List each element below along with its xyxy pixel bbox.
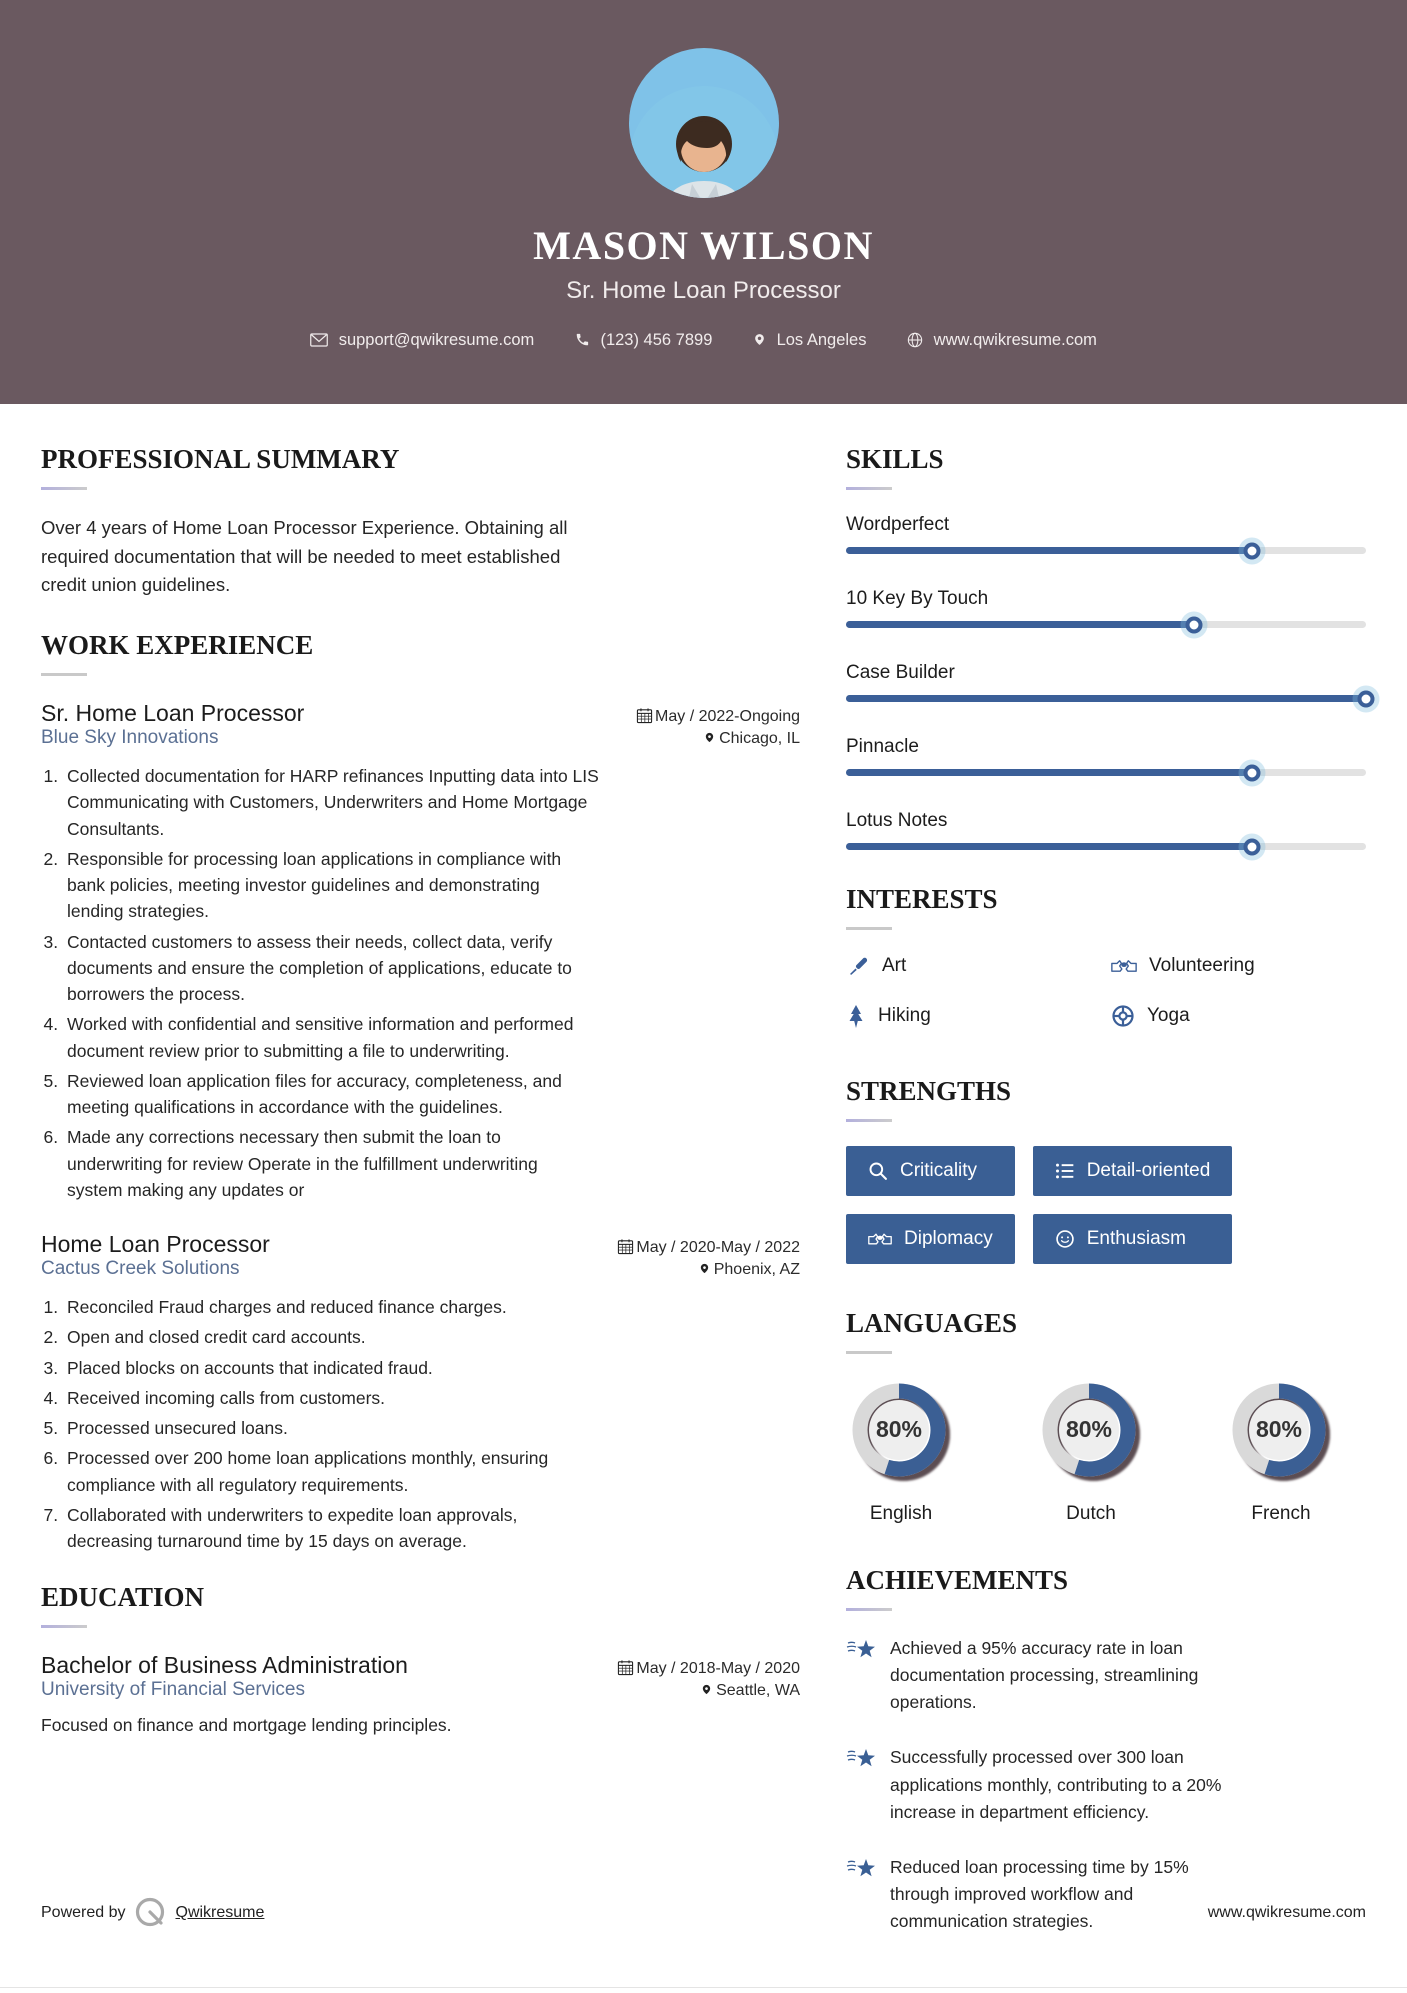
svg-text:80%: 80% xyxy=(1066,1416,1112,1442)
svg-text:80%: 80% xyxy=(1256,1416,1302,1442)
svg-text:80%: 80% xyxy=(876,1416,922,1442)
